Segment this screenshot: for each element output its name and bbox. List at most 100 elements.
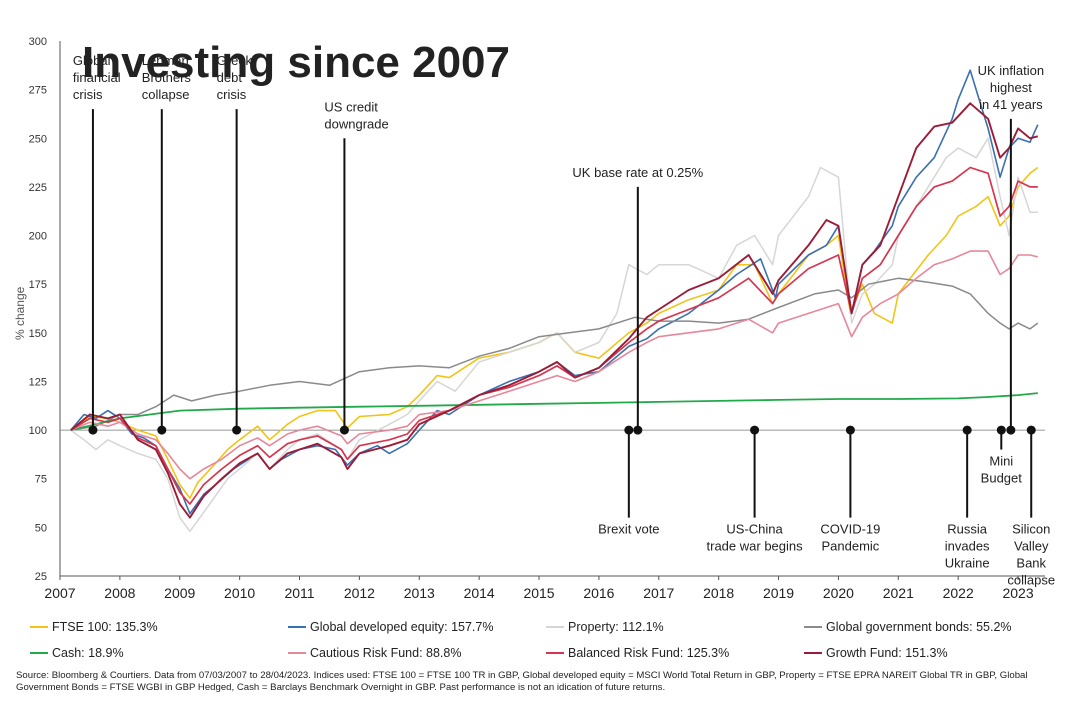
annotation-label: UK inflation — [978, 63, 1044, 78]
legend-label: Global government bonds: 55.2% — [826, 620, 1012, 634]
x-tick-label: 2007 — [44, 585, 75, 601]
annotation-label: financial — [73, 70, 121, 85]
series-line-0 — [70, 166, 1039, 499]
legend-label: Cash: 18.9% — [52, 646, 124, 660]
y-tick-label: 100 — [29, 425, 47, 437]
chart-title: Investing since 2007 — [82, 38, 510, 87]
annotation-label: UK base rate at 0.25% — [572, 165, 703, 180]
y-tick-label: 200 — [29, 231, 47, 243]
chart-annotations: Global financial crisis Lehman Brothers colla… — [73, 53, 1055, 588]
annotation-label: Brexit vote — [598, 522, 659, 537]
annotation-dot — [624, 425, 634, 435]
x-tick-label: 2011 — [284, 585, 314, 601]
annotation-dot — [1026, 425, 1036, 435]
x-tick-label: 2022 — [943, 585, 974, 601]
y-axis-label: % change — [13, 286, 27, 340]
annotation-label: Budget — [981, 471, 1023, 486]
legend-item: Cash: 18.9% — [30, 646, 288, 660]
legend-swatch — [804, 626, 822, 628]
annotation-dot — [962, 425, 972, 435]
annotation-dot — [88, 425, 98, 435]
x-tick-label: 2016 — [583, 585, 614, 601]
annotation-dot — [996, 425, 1006, 435]
x-tick-label: 2018 — [703, 585, 734, 601]
chart-series — [70, 69, 1039, 533]
x-tick-label: 2009 — [164, 585, 195, 601]
annotation-dot — [633, 425, 643, 435]
annotation-dot — [232, 425, 242, 435]
legend-item: Growth Fund: 151.3% — [804, 646, 1062, 660]
legend-label: Property: 112.1% — [568, 620, 664, 634]
x-tick-label: 2015 — [523, 585, 554, 601]
y-tick-label: 125 — [29, 376, 47, 388]
legend-swatch — [30, 652, 48, 654]
x-tick-label: 2021 — [883, 585, 914, 601]
annotation-label: in 41 years — [979, 97, 1043, 112]
annotation-label: collapse — [142, 87, 190, 102]
legend-item: Global government bonds: 55.2% — [804, 620, 1062, 634]
annotation-label: collapse — [1007, 573, 1055, 588]
legend-label: Growth Fund: 151.3% — [826, 646, 948, 660]
annotation-label: Greek — [217, 53, 253, 68]
chart-axes: 25 50 75 100 125 150 175 200 225 250 275 300 % chang… — [13, 36, 1045, 601]
legend-swatch — [546, 626, 564, 628]
legend-row: FTSE 100: 135.3% Global developed equity:… — [30, 614, 1070, 640]
series-line-6 — [70, 166, 1038, 505]
annotation-dot — [1006, 425, 1016, 435]
y-tick-label: 75 — [35, 474, 47, 486]
source-note: Source: Bloomberg & Courtiers. Data from… — [16, 670, 1028, 693]
y-tick-label: 150 — [29, 328, 47, 340]
x-tick-label: 2013 — [404, 585, 435, 601]
y-tick-label: 300 — [29, 36, 47, 48]
x-tick-label: 2014 — [464, 585, 495, 601]
annotation-label: Bank — [1016, 556, 1046, 571]
annotation-label: debt — [217, 70, 243, 85]
legend-item: Global developed equity: 157.7% — [288, 620, 546, 634]
annotation-dot — [339, 425, 349, 435]
series-line-5 — [70, 250, 1038, 480]
y-tick-label: 25 — [35, 571, 47, 583]
annotation-label: US credit — [324, 99, 378, 114]
annotation-label: invades — [945, 539, 990, 554]
chart-legend: FTSE 100: 135.3% Global developed equity:… — [30, 614, 1070, 666]
legend-swatch — [288, 652, 306, 654]
x-tick-label: 2010 — [224, 585, 255, 601]
annotation-dot — [845, 425, 855, 435]
annotation-dot — [750, 425, 760, 435]
annotation-label: Silicon — [1012, 522, 1050, 537]
annotation-label: Lehman — [142, 53, 189, 68]
annotation-label: Russia — [947, 522, 988, 537]
legend-swatch — [288, 626, 306, 628]
annotation-label: Mini — [989, 454, 1013, 469]
annotation-label: trade war begins — [707, 539, 804, 554]
series-line-4 — [70, 392, 1038, 431]
series-line-1 — [70, 69, 1039, 515]
annotation-label: Pandemic — [821, 539, 879, 554]
annotation-label: crisis — [217, 87, 247, 102]
legend-item: Property: 112.1% — [546, 620, 804, 634]
y-tick-label: 175 — [29, 279, 47, 291]
annotation-label: US-China — [726, 522, 783, 537]
y-tick-label: 275 — [29, 85, 47, 97]
legend-swatch — [804, 652, 822, 654]
y-tick-label: 250 — [29, 133, 47, 145]
annotation-label: downgrade — [324, 116, 388, 131]
annotation-label: Global — [73, 53, 111, 68]
y-tick-label: 225 — [29, 182, 47, 194]
legend-label: Cautious Risk Fund: 88.8% — [310, 646, 462, 660]
annotation-label: COVID-19 — [820, 522, 880, 537]
x-tick-label: 2023 — [1002, 585, 1033, 601]
x-tick-label: 2012 — [344, 585, 375, 601]
annotation-label: Valley — [1014, 539, 1049, 554]
x-tick-label: 2008 — [104, 585, 135, 601]
annotation-label: crisis — [73, 87, 103, 102]
annotation-label: highest — [990, 80, 1032, 95]
legend-label: Balanced Risk Fund: 125.3% — [568, 646, 730, 660]
legend-item: Cautious Risk Fund: 88.8% — [288, 646, 546, 660]
x-tick-label: 2019 — [763, 585, 794, 601]
legend-item: Balanced Risk Fund: 125.3% — [546, 646, 804, 660]
annotation-dot — [157, 425, 167, 435]
legend-swatch — [30, 626, 48, 628]
x-tick-label: 2017 — [643, 585, 674, 601]
x-tick-label: 2020 — [823, 585, 854, 601]
